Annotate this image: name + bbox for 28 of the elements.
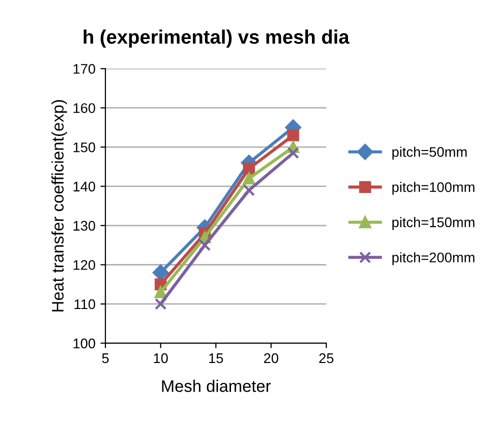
chart-title: h (experimental) vs mesh dia — [84, 30, 350, 48]
legend-label: pitch=50mm — [392, 146, 467, 160]
y-tick-label: 130 — [74, 220, 96, 231]
point — [154, 298, 167, 310]
x-axis-title: Mesh diameter — [162, 380, 271, 392]
point — [287, 147, 300, 159]
point — [287, 129, 300, 142]
x-tick-label: 10 — [154, 353, 168, 364]
point — [243, 162, 255, 175]
y-tick-label: 150 — [74, 142, 96, 152]
point — [243, 184, 255, 196]
point — [198, 239, 211, 252]
point — [154, 286, 167, 298]
y-tick-label: 100 — [74, 338, 96, 348]
x-tick-label: 20 — [264, 353, 278, 364]
x-tick-label: 15 — [209, 353, 224, 364]
x-tick-label: 25 — [319, 353, 334, 364]
y-axis-title: Heat transfer coefficient(exp) — [51, 100, 67, 312]
legend-label: pitch=100mm — [392, 182, 474, 195]
point — [243, 172, 255, 184]
y-tick-label: 140 — [74, 182, 96, 192]
y-tick-label: 170 — [74, 64, 96, 74]
legend-label: pitch=200mm — [392, 252, 474, 266]
y-tick-label: 120 — [74, 260, 96, 270]
x-tick-label: 5 — [102, 353, 109, 364]
y-tick-label: 160 — [74, 103, 96, 114]
legend-label: pitch=150mm — [392, 217, 474, 230]
y-tick-label: 110 — [74, 299, 96, 310]
